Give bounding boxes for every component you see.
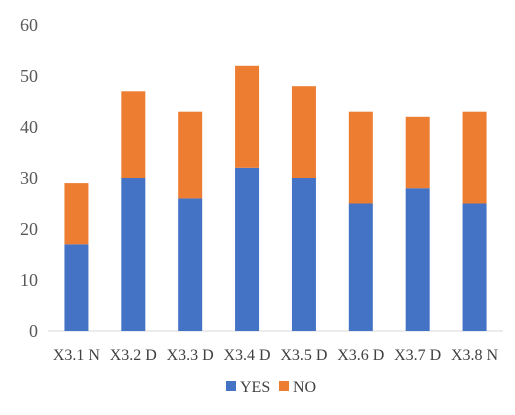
x-tick-label: X3.1 N <box>53 347 101 364</box>
x-tick-label: X3.7 D <box>394 347 441 364</box>
bar-yes-7 <box>462 203 487 331</box>
x-tick-label: X3.3 D <box>167 347 214 364</box>
x-tick-label: X3.2 D <box>110 347 157 364</box>
legend-swatch-yes <box>226 381 236 391</box>
y-tick-label: 50 <box>20 66 38 86</box>
bar-no-7 <box>462 111 487 204</box>
bar-no-2 <box>178 111 203 199</box>
legend-label-yes: YES <box>240 379 270 396</box>
y-axis-ticks: 0 10 20 30 40 50 60 <box>20 15 38 341</box>
bar-no-0 <box>64 183 89 245</box>
x-tick-label: X3.4 D <box>224 347 271 364</box>
bar-yes-3 <box>235 167 260 331</box>
legend-label-no: NO <box>293 379 316 396</box>
legend-swatch-no <box>279 381 289 391</box>
x-tick-label: X3.5 D <box>280 347 327 364</box>
y-tick-label: 10 <box>20 270 38 290</box>
legend: YES NO <box>226 379 316 396</box>
bar-yes-6 <box>405 188 430 331</box>
x-axis-labels: X3.1 N X3.2 D X3.3 D X3.4 D X3.5 D X3.6 D X3.7… <box>53 347 499 364</box>
bar-no-5 <box>348 111 373 204</box>
bar-no-6 <box>405 116 430 189</box>
y-tick-label: 40 <box>20 117 38 137</box>
bar-no-3 <box>235 65 260 168</box>
bar-yes-4 <box>291 178 316 331</box>
bar-no-4 <box>291 86 316 178</box>
bar-yes-1 <box>121 178 146 331</box>
bar-no-1 <box>121 91 146 178</box>
y-tick-label: 20 <box>20 219 38 239</box>
y-tick-label: 30 <box>20 168 38 188</box>
y-tick-label: 0 <box>29 321 38 341</box>
bar-yes-0 <box>64 244 89 331</box>
bars-group <box>64 65 487 331</box>
y-tick-label: 60 <box>20 15 38 35</box>
x-tick-label: X3.8 N <box>451 347 499 364</box>
bar-yes-2 <box>178 198 203 331</box>
bar-yes-5 <box>348 203 373 331</box>
x-tick-label: X3.6 D <box>337 347 384 364</box>
